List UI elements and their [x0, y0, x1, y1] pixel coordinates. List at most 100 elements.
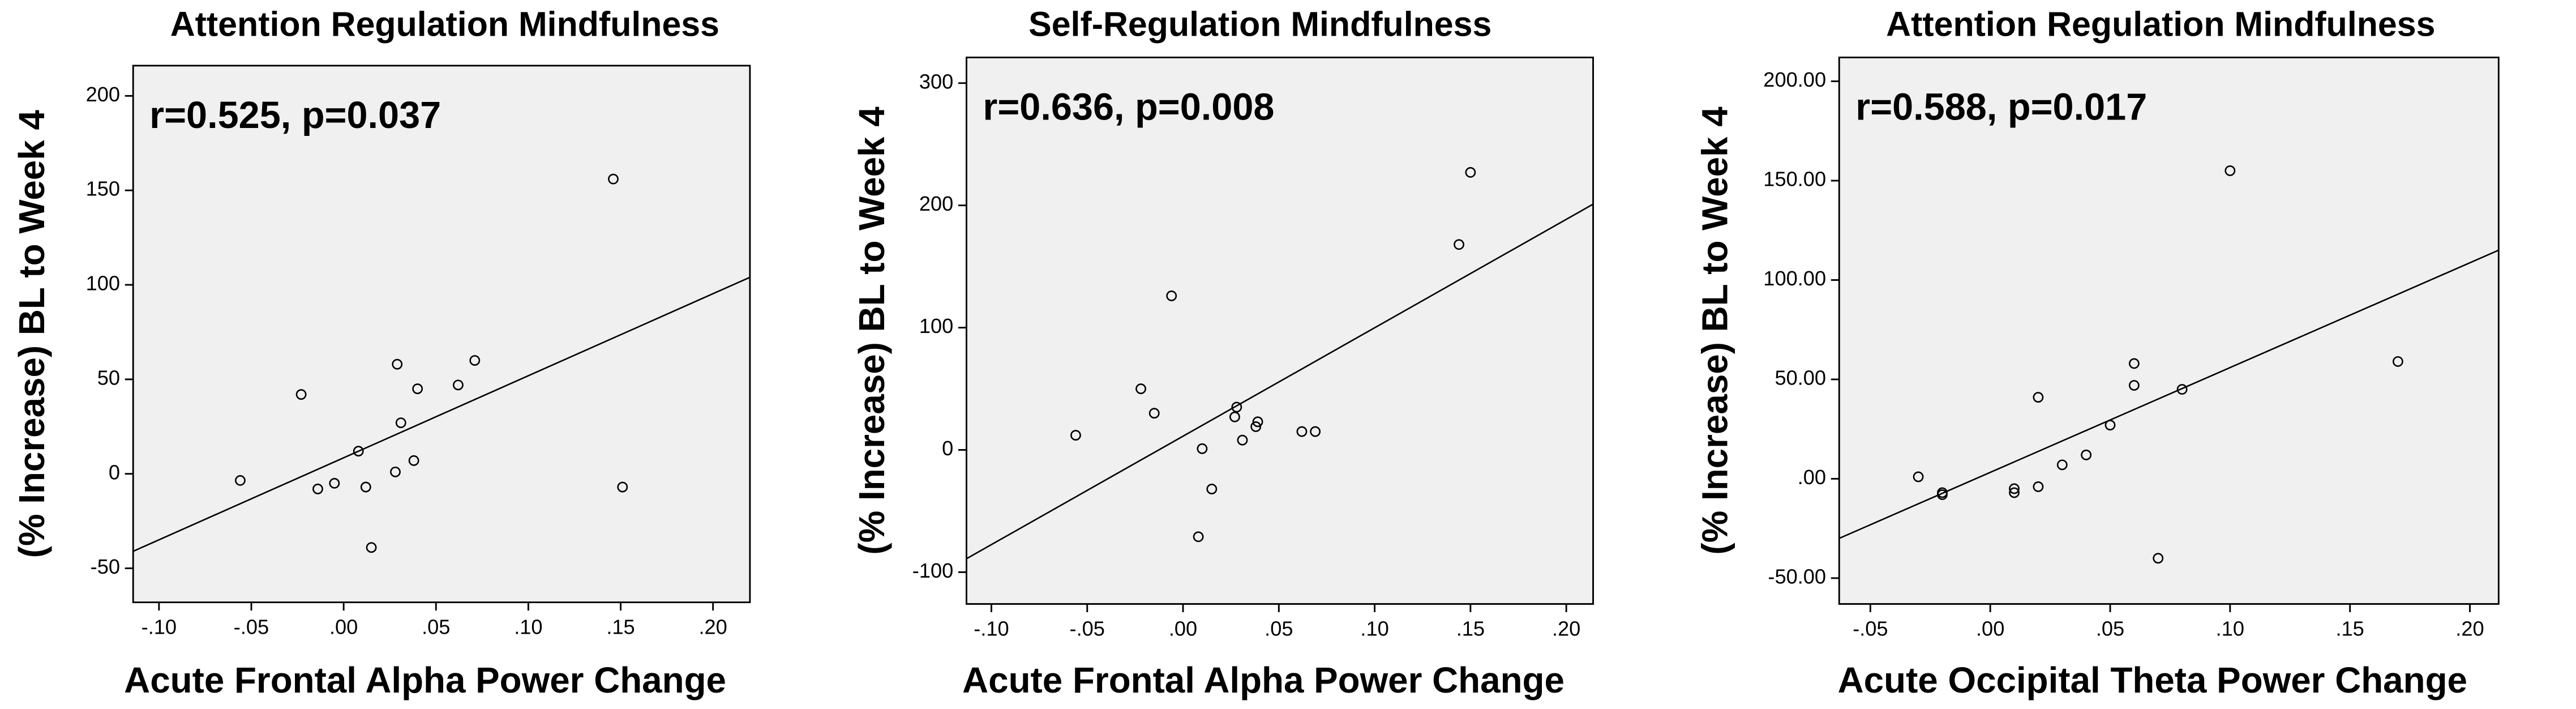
scatter-point — [2176, 384, 2188, 395]
scatter-point — [412, 383, 423, 394]
scatter-point — [2033, 392, 2044, 403]
x-tick-label: .15 — [606, 616, 635, 639]
chart-title: Attention Regulation Mindfulness — [170, 5, 719, 44]
scatter-point — [408, 455, 419, 466]
x-tick-label: .10 — [514, 616, 542, 639]
x-tick-label: .20 — [698, 616, 727, 639]
x-tick-label: .20 — [2455, 617, 2484, 640]
chart-panel: -100 0 100 200 300 -.10 -.05 .00 .05 .10 .15 .20 Sel… — [851, 5, 1595, 701]
scatter-point — [1070, 430, 1081, 441]
scatter-point — [2009, 487, 2020, 498]
y-tick-label: 50 — [97, 366, 120, 389]
fit-line — [132, 276, 751, 552]
scatter-point — [1913, 471, 1924, 482]
x-axis-label: Acute Frontal Alpha Power Change — [962, 660, 1565, 701]
x-axis-label: Acute Occipital Theta Power Change — [1838, 660, 2467, 701]
scatter-point — [2056, 459, 2068, 471]
annotation: r=0.588, p=0.017 — [1855, 87, 2147, 129]
x-tick-label: .00 — [1169, 617, 1197, 640]
y-tick-label: -50 — [91, 555, 120, 578]
x-axis-label: Acute Frontal Alpha Power Change — [124, 660, 726, 701]
y-tick-label: 300 — [919, 70, 953, 93]
scatter-point — [360, 481, 371, 493]
x-tick-label: -.05 — [234, 616, 269, 639]
y-tick-label: 100 — [919, 314, 953, 338]
x-tick-label: .05 — [1265, 617, 1293, 640]
plot-area — [966, 56, 1595, 605]
scatter-point — [329, 477, 340, 489]
chart-panel: -50 0 50 100 150 200 -.10 -.05 .00 .05 .10 .15 .20 At… — [11, 5, 751, 701]
annotation: r=0.636, p=0.008 — [983, 87, 1274, 129]
y-tick-label: -50.00 — [1768, 565, 1826, 588]
chart-title: Self-Regulation Mindfulness — [1028, 5, 1491, 44]
scatter-point — [1296, 426, 1308, 437]
x-tick-label: .10 — [1360, 617, 1388, 640]
scatter-point — [1229, 411, 1240, 422]
y-tick-label: 150.00 — [1763, 168, 1826, 191]
y-tick-label: 200.00 — [1763, 68, 1826, 91]
scatter-point — [608, 173, 619, 185]
x-tick-label: .05 — [2096, 617, 2124, 640]
scatter-point — [395, 417, 406, 429]
y-tick-label: 200 — [86, 83, 120, 106]
plot-area — [1838, 56, 2500, 605]
x-tick-label: .00 — [1976, 617, 2004, 640]
y-axis-label: (% Increase) BL to Week 4 — [11, 110, 52, 558]
fit-line — [1838, 249, 2499, 539]
scatter-point — [2128, 358, 2140, 369]
y-tick-label: .00 — [1798, 465, 1826, 489]
fit-line — [966, 203, 1594, 559]
scatter-point — [1148, 408, 1160, 419]
scatter-point — [1250, 421, 1262, 432]
x-tick-label: .10 — [2216, 617, 2244, 640]
scatter-point — [1310, 426, 1321, 437]
x-tick-label: .15 — [2335, 617, 2364, 640]
x-tick-label: .00 — [329, 616, 358, 639]
scatter-point — [2081, 449, 2092, 460]
scatter-point — [2224, 165, 2236, 176]
y-axis-label: (% Increase) BL to Week 4 — [851, 106, 892, 555]
scatter-point — [390, 466, 401, 477]
x-tick-label: -.10 — [142, 616, 177, 639]
y-tick-label: 100 — [86, 272, 120, 295]
chart-title: Attention Regulation Mindfulness — [1886, 5, 2435, 44]
y-tick-label: 100.00 — [1763, 267, 1826, 290]
y-tick-label: 50.00 — [1775, 366, 1826, 390]
scatter-point — [392, 358, 403, 370]
scatter-point — [2153, 553, 2164, 564]
scatter-point — [1231, 402, 1242, 413]
scatter-point — [2033, 481, 2044, 492]
scatter-point — [2009, 483, 2020, 494]
x-tick-label: -.10 — [974, 617, 1009, 640]
y-axis-label: (% Increase) BL to Week 4 — [1695, 106, 1735, 555]
y-tick-label: 200 — [919, 192, 953, 215]
scatter-point — [312, 483, 323, 494]
scatter-point — [295, 389, 307, 400]
x-tick-label: .05 — [422, 616, 450, 639]
scatter-point — [1206, 484, 1218, 494]
x-tick-label: -.05 — [1070, 617, 1105, 640]
scatter-point — [1237, 434, 1248, 446]
scatter-point — [2104, 420, 2116, 431]
x-tick-label: .20 — [1552, 617, 1580, 640]
scatter-point — [617, 481, 628, 493]
scatter-point — [2392, 356, 2403, 367]
x-tick-label: .15 — [1456, 617, 1485, 640]
scatter-point — [1166, 291, 1177, 301]
scatter-point — [1252, 416, 1263, 428]
annotation: r=0.525, p=0.037 — [149, 95, 441, 136]
plot-area — [132, 65, 751, 604]
scatter-point — [366, 542, 377, 553]
y-tick-label: 150 — [86, 177, 120, 200]
y-tick-label: 0 — [942, 437, 953, 460]
scatter-point — [1454, 239, 1464, 250]
y-tick-label: -100 — [912, 559, 954, 582]
scatter-point — [469, 355, 481, 366]
x-tick-label: -.05 — [1853, 617, 1888, 640]
scatter-point — [1135, 383, 1146, 394]
scatter-point — [2128, 380, 2140, 391]
scatter-point — [1193, 531, 1204, 543]
scatter-point — [235, 475, 246, 486]
scatter-point — [452, 379, 464, 391]
